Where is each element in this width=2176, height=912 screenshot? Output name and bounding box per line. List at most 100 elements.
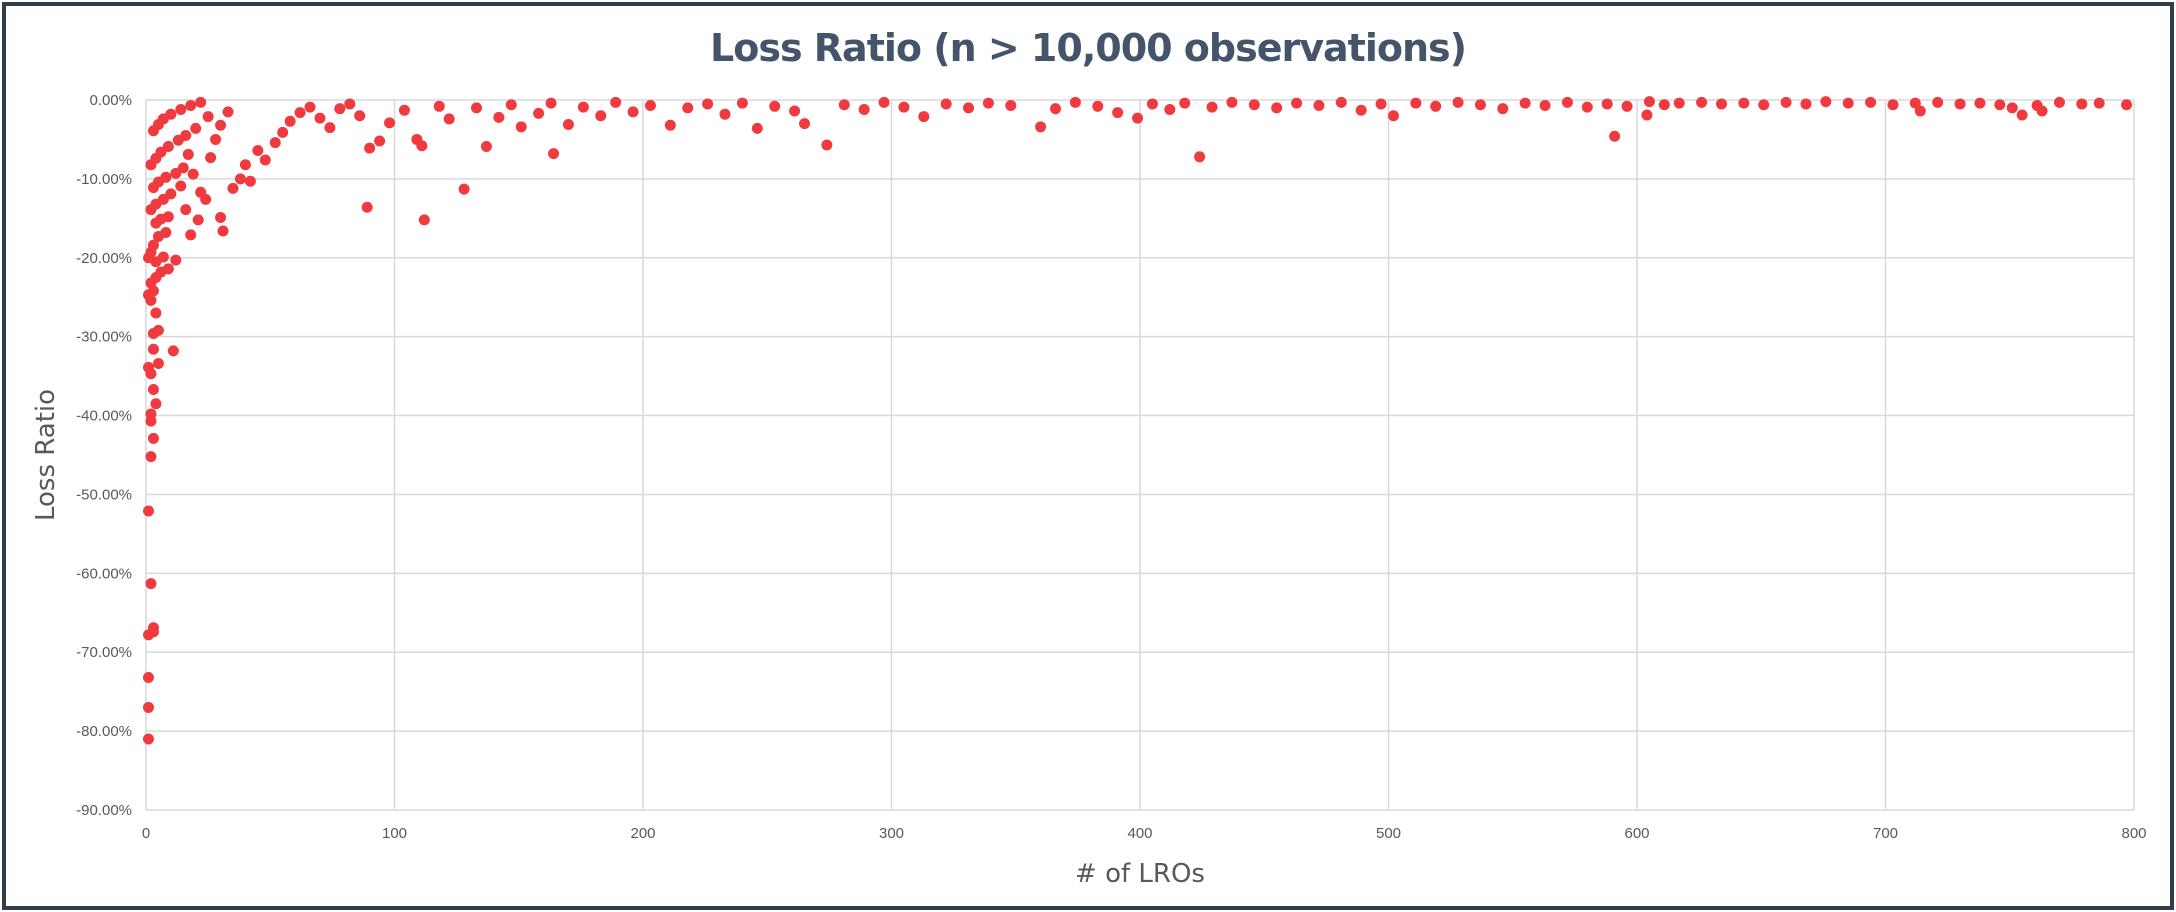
x-axis-label: # of LROs — [1075, 859, 1205, 889]
y-axis-label: Loss Ratio — [31, 389, 61, 521]
data-point — [1375, 98, 1387, 110]
data-point — [1994, 99, 2006, 111]
data-point — [1519, 97, 1531, 109]
x-axis-ticks: 0 100 200 300 400 500 600 700 800 — [142, 825, 2147, 842]
data-point — [147, 328, 159, 340]
data-point — [1643, 96, 1655, 108]
data-point — [1758, 99, 1770, 111]
data-point — [1715, 98, 1727, 110]
data-point — [239, 159, 251, 171]
data-point — [185, 100, 197, 112]
gridlines — [145, 99, 2135, 811]
y-axis-ticks: 0.00% -10.00% -20.00% -30.00% -40.00% -50.00%… — [76, 92, 132, 819]
data-point — [165, 108, 177, 120]
data-point — [1146, 98, 1158, 110]
data-point — [644, 100, 656, 112]
data-point — [2006, 102, 2018, 114]
y-tick-label: -80.00% — [76, 723, 132, 740]
data-point — [838, 99, 850, 111]
data-point — [334, 103, 346, 115]
data-point — [145, 451, 157, 463]
data-point — [205, 152, 217, 164]
y-tick-label: -60.00% — [76, 565, 132, 582]
data-point — [1164, 103, 1176, 115]
data-point — [769, 100, 781, 112]
data-point — [210, 133, 222, 145]
data-point — [1909, 97, 1921, 109]
data-point — [1800, 98, 1812, 110]
data-point — [2121, 99, 2133, 111]
data-point — [858, 103, 870, 115]
data-point — [182, 148, 194, 160]
data-point — [364, 142, 376, 154]
data-point — [157, 251, 169, 263]
y-tick-label: -70.00% — [76, 644, 132, 661]
x-tick-label: 700 — [1873, 825, 1898, 842]
data-point — [1112, 107, 1124, 119]
data-point — [1452, 96, 1464, 108]
data-point — [664, 119, 676, 131]
data-point — [1206, 101, 1218, 113]
data-point — [180, 204, 192, 216]
data-point — [548, 148, 560, 160]
data-point — [595, 110, 607, 122]
data-point — [682, 102, 694, 114]
data-point — [344, 98, 356, 110]
data-point — [1621, 100, 1633, 112]
data-point — [2036, 105, 2048, 117]
data-point — [1914, 105, 1926, 117]
data-point — [1248, 99, 1260, 111]
data-point — [147, 622, 159, 634]
data-point — [145, 578, 157, 590]
data-point — [2076, 98, 2088, 110]
data-point — [821, 139, 833, 151]
y-tick-label: -50.00% — [76, 486, 132, 503]
data-point — [361, 201, 373, 213]
data-point — [1780, 96, 1792, 108]
data-point — [215, 119, 227, 131]
data-point — [162, 263, 174, 275]
data-point — [175, 180, 187, 192]
data-point — [1497, 103, 1509, 115]
x-tick-label: 200 — [630, 825, 655, 842]
data-point — [294, 107, 306, 119]
data-point — [1271, 102, 1283, 114]
data-point — [751, 122, 763, 134]
data-point — [177, 162, 189, 174]
x-tick-label: 300 — [879, 825, 904, 842]
data-point — [702, 98, 714, 110]
y-tick-label: -20.00% — [76, 250, 132, 267]
data-point — [200, 193, 212, 205]
data-point — [610, 96, 622, 108]
data-point — [736, 97, 748, 109]
data-point — [1179, 97, 1191, 109]
x-tick-label: 0 — [142, 825, 150, 842]
data-point — [480, 141, 492, 153]
data-point — [142, 701, 154, 713]
y-tick-label: -40.00% — [76, 408, 132, 425]
data-point — [187, 168, 199, 180]
x-tick-label: 100 — [382, 825, 407, 842]
data-point — [1355, 104, 1367, 116]
data-point — [222, 106, 234, 118]
data-point — [2053, 96, 2065, 108]
data-point — [1387, 110, 1399, 122]
data-point — [147, 432, 159, 444]
data-point — [215, 212, 227, 224]
data-point — [1658, 99, 1670, 111]
data-point — [898, 101, 910, 113]
data-point — [167, 345, 179, 357]
data-point — [515, 121, 527, 133]
data-point — [202, 111, 214, 123]
data-point — [1738, 97, 1750, 109]
data-point — [145, 408, 157, 420]
data-point — [162, 141, 174, 153]
data-point — [1820, 96, 1832, 108]
data-point — [533, 107, 545, 119]
data-point — [982, 97, 994, 109]
data-point — [1641, 109, 1653, 121]
data-point — [314, 112, 326, 124]
data-point — [227, 182, 239, 194]
data-point — [142, 361, 154, 373]
